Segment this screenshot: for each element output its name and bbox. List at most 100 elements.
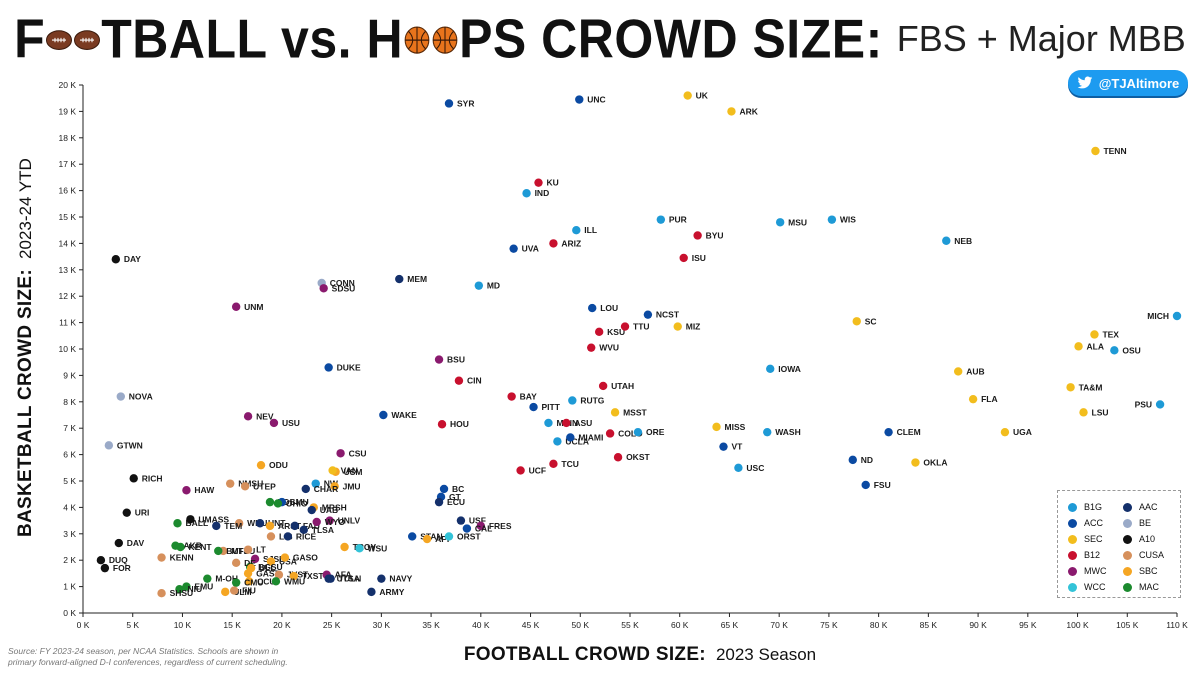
data-label: USC <box>746 463 764 473</box>
data-label: SHSU <box>170 588 194 598</box>
data-point <box>355 544 364 553</box>
y-tick-label: 19 K <box>59 106 77 116</box>
data-label: BSU <box>447 355 465 365</box>
data-point <box>605 429 615 438</box>
data-label: ISU <box>692 253 706 263</box>
data-point <box>575 95 584 104</box>
legend-label: ACC <box>1084 518 1104 528</box>
data-point <box>1074 342 1083 351</box>
y-tick-label: 4 K <box>63 502 76 512</box>
data-label: TENN <box>1103 146 1126 156</box>
data-point <box>848 455 857 465</box>
data-label: SDSU <box>332 283 356 293</box>
data-label: NW <box>324 479 339 489</box>
y-tick-label: 16 K <box>59 186 77 196</box>
data-label: ORST <box>457 531 481 541</box>
data-label: NEV <box>256 411 274 421</box>
data-label: CSU <box>349 448 367 458</box>
legend-label: CUSA <box>1139 550 1165 560</box>
y-tick-label: 13 K <box>59 265 77 275</box>
data-point <box>884 427 893 437</box>
data-label: VT <box>731 442 743 452</box>
data-label: NEB <box>954 236 972 246</box>
y-tick-label: 11 K <box>59 318 76 328</box>
x-tick-label: 5 K <box>126 620 139 630</box>
data-point <box>476 521 486 531</box>
data-point <box>307 505 316 515</box>
data-point <box>301 484 310 494</box>
y-axis-title-regular: 2023-24 YTD <box>16 158 35 259</box>
data-label: WVU <box>599 343 619 353</box>
legend-label: B12 <box>1084 550 1101 560</box>
data-label: LSU <box>1092 407 1109 417</box>
legend-item: B1G <box>1068 499 1119 515</box>
data-point <box>572 226 581 235</box>
data-point <box>289 571 299 581</box>
y-tick-label: 5 K <box>63 476 76 486</box>
legend-swatch <box>1123 566 1132 576</box>
data-point <box>587 343 596 352</box>
x-tick-label: 90 K <box>969 620 987 630</box>
data-label: MIAMI <box>578 432 603 442</box>
data-point <box>549 459 558 469</box>
data-label: TTU <box>633 322 650 332</box>
data-label: SYR <box>457 98 474 108</box>
data-label: M-OH <box>215 574 238 584</box>
data-label: ULL <box>259 563 276 573</box>
data-point <box>656 215 666 224</box>
legend-swatch <box>1123 550 1132 560</box>
y-tick-label: 17 K <box>59 159 77 169</box>
data-label: UNM <box>244 302 263 312</box>
data-point <box>422 534 432 544</box>
twitter-badge[interactable]: @TJAltimore <box>1068 70 1188 96</box>
data-point <box>266 532 276 541</box>
data-label: ILL <box>584 225 597 235</box>
data-point <box>234 519 244 528</box>
data-point <box>437 420 447 429</box>
data-label: ARK <box>739 106 758 116</box>
data-point <box>273 499 283 508</box>
legend-label: SEC <box>1084 534 1103 544</box>
data-label: BGSU <box>258 562 283 572</box>
data-point <box>643 310 653 319</box>
data-point <box>182 582 191 591</box>
data-label: TEX <box>1102 329 1119 339</box>
data-point <box>379 410 388 420</box>
data-point <box>266 557 276 566</box>
data-label: ARST <box>278 521 302 531</box>
data-label: FRES <box>489 521 512 531</box>
data-point <box>340 542 349 552</box>
data-point <box>1079 408 1088 417</box>
data-label: USF <box>469 516 486 526</box>
x-tick-label: 30 K <box>373 620 391 630</box>
data-point <box>613 453 623 462</box>
data-label: AKR <box>183 541 201 551</box>
data-point <box>766 364 775 373</box>
data-point <box>212 521 221 531</box>
data-label: PSU <box>1135 399 1152 409</box>
data-point <box>1155 400 1165 409</box>
data-point <box>243 545 253 554</box>
data-label: UVA <box>522 244 539 254</box>
data-point <box>568 396 577 405</box>
legend-swatch <box>1068 550 1077 560</box>
data-label: AFA <box>335 570 352 580</box>
data-label: USA <box>279 557 297 567</box>
data-label: NCST <box>656 310 680 320</box>
data-point <box>679 253 688 263</box>
data-point <box>265 521 275 531</box>
legend-item: A10 <box>1123 531 1174 547</box>
data-label: MD <box>487 281 500 291</box>
x-tick-label: 0 K <box>77 620 90 630</box>
y-tick-label: 15 K <box>59 212 77 222</box>
y-tick-label: 20 K <box>59 80 77 90</box>
data-label: MSST <box>623 407 647 417</box>
data-point <box>852 317 861 326</box>
data-label: USU <box>282 418 300 428</box>
data-point <box>456 516 466 525</box>
x-tick-label: 110 K <box>1166 620 1188 630</box>
data-label: IOWA <box>778 364 801 374</box>
legend-label: WCC <box>1084 582 1106 592</box>
data-point <box>231 558 241 568</box>
